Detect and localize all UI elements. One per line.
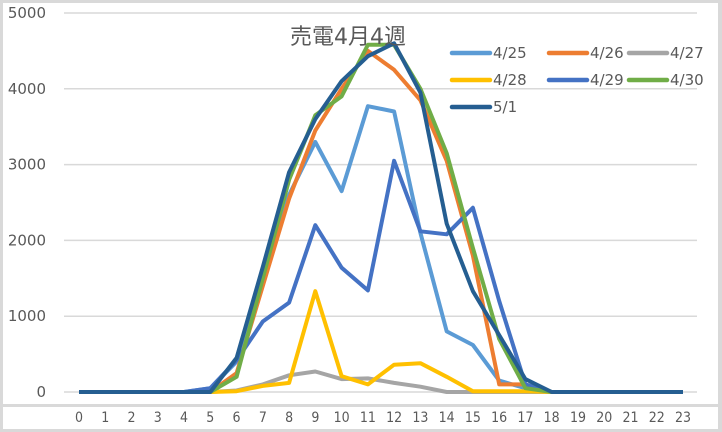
y-tick-label: 0	[36, 383, 46, 401]
y-axis-ticks: 0 1000 2000 3000 4000 5000	[8, 4, 46, 401]
y-tick-label: 3000	[8, 156, 46, 174]
x-tick-label: 9	[311, 410, 319, 426]
series-line-4-25	[79, 104, 683, 394]
x-tick-label: 20	[596, 410, 612, 426]
y-tick-label: 2000	[8, 231, 46, 249]
legend-label: 4/26	[590, 44, 624, 62]
legend-label: 4/29	[590, 71, 624, 89]
y-tick-label: 1000	[8, 307, 46, 325]
series-line-4-29	[79, 158, 683, 394]
x-tick-label: 23	[675, 410, 691, 426]
gridlines	[64, 12, 697, 393]
x-axis-separator	[3, 404, 718, 407]
x-tick-label: 18	[544, 410, 560, 426]
x-tick-label: 21	[622, 410, 638, 426]
legend-label: 4/28	[493, 71, 527, 89]
x-tick-label: 14	[439, 410, 455, 426]
x-tick-label: 6	[233, 410, 241, 426]
legend-item: 5/1	[449, 98, 517, 116]
x-tick-label: 17	[517, 410, 533, 426]
x-tick-label: 1	[101, 410, 109, 426]
x-tick-label: 16	[491, 410, 507, 426]
x-tick-label: 3	[154, 410, 162, 426]
series-lines	[79, 41, 683, 394]
legend-label: 4/30	[670, 71, 704, 89]
x-tick-label: 7	[259, 410, 267, 426]
chart-title: 売電4月4週	[290, 25, 406, 50]
y-tick-label: 5000	[8, 4, 46, 22]
legend-item: 4/28	[449, 71, 527, 89]
legend: 4/25 4/26 4/27 4/28 4/29 4/30 5/1	[449, 44, 704, 116]
x-tick-label: 11	[360, 410, 376, 426]
series-line-4-28	[79, 289, 683, 394]
legend-label: 4/27	[670, 44, 704, 62]
x-tick-label: 2	[128, 410, 136, 426]
legend-label: 5/1	[493, 98, 517, 116]
legend-item: 4/25	[449, 44, 527, 62]
x-tick-label: 22	[649, 410, 665, 426]
x-tick-label: 4	[180, 410, 188, 426]
x-tick-label: 19	[570, 410, 586, 426]
legend-item: 4/26	[546, 44, 624, 62]
legend-item: 4/27	[626, 44, 704, 62]
legend-label: 4/25	[493, 44, 527, 62]
x-tick-label: 15	[465, 410, 481, 426]
legend-item: 4/29	[546, 71, 624, 89]
x-tick-label: 10	[334, 410, 350, 426]
series-line-5-1	[79, 41, 683, 394]
x-tick-label: 8	[285, 410, 293, 426]
legend-item: 4/30	[626, 71, 704, 89]
x-tick-label: 5	[206, 410, 214, 426]
x-tick-label: 13	[412, 410, 428, 426]
x-tick-label: 12	[386, 410, 402, 426]
y-tick-label: 4000	[8, 80, 46, 98]
x-axis-ticks: 0 1 2 3 4 5 6 7 8 9 10 11 12 13 14 15 16 17 18 19 20 21 22 23	[75, 410, 691, 426]
x-tick-label: 0	[75, 410, 83, 426]
